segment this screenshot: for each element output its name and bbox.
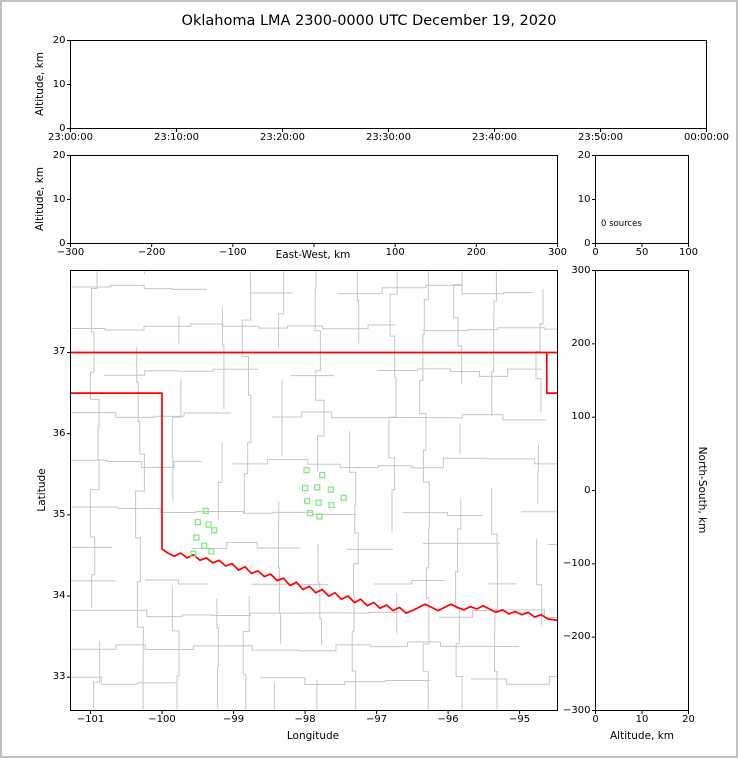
- tick-label: 23:50:00: [578, 132, 623, 143]
- tick-label: 20: [52, 149, 66, 161]
- tick-label: 0: [584, 484, 591, 496]
- tick-label: −100: [563, 557, 591, 569]
- tick-label: 0: [584, 237, 591, 249]
- source-marker: [201, 542, 208, 549]
- tick-label: 36: [52, 427, 66, 439]
- source-marker: [208, 548, 215, 555]
- source-marker: [340, 494, 347, 501]
- axis-label-north-south: North-South, km: [696, 446, 708, 534]
- tick-label: 100: [678, 247, 699, 258]
- tick-label: 10: [52, 78, 66, 90]
- axis-label-altitude-ns-panel: Altitude, km: [609, 730, 675, 742]
- tick-label: −101: [76, 714, 105, 725]
- source-marker: [304, 498, 311, 505]
- tick-label: 23:00:00: [48, 132, 93, 143]
- axis-label-latitude: Latitude: [36, 468, 48, 512]
- tick-label: 300: [571, 264, 591, 276]
- tick-label: 23:10:00: [154, 132, 199, 143]
- tick-label: 50: [635, 247, 649, 258]
- source-marker: [328, 502, 335, 509]
- tick-label: 100: [385, 247, 405, 258]
- source-marker: [202, 507, 209, 514]
- map-panel: [70, 270, 558, 711]
- tick-label: 10: [52, 193, 66, 205]
- tick-label: −200: [137, 247, 166, 258]
- tick-label: 37: [52, 346, 66, 358]
- tick-label: −97: [366, 714, 388, 725]
- tick-label: 35: [52, 508, 66, 520]
- source-marker: [303, 467, 310, 474]
- tick-label: 10: [577, 193, 591, 205]
- tick-label: −99: [222, 714, 245, 725]
- tick-label: 0: [59, 237, 66, 249]
- tick-label: −100: [148, 714, 176, 725]
- axis-label-east-west: East-West, km: [275, 249, 351, 261]
- tick-label: 23:40:00: [472, 132, 517, 143]
- tick-label: −200: [563, 631, 591, 643]
- tick-marks: [67, 40, 707, 714]
- source-marker: [327, 486, 334, 493]
- tick-label: −95: [509, 714, 531, 725]
- tick-label: −98: [294, 714, 316, 725]
- source-marker: [316, 513, 323, 520]
- axis-label-longitude: Longitude: [286, 730, 340, 742]
- state-borders: [70, 351, 558, 622]
- tick-label: 100: [571, 411, 591, 423]
- histogram-panel: [595, 155, 689, 244]
- axis-label-altitude-time-panel: Altitude, km: [34, 51, 46, 117]
- tick-label: 20: [682, 714, 695, 725]
- tick-label: 300: [547, 247, 568, 258]
- tick-label: 0: [592, 714, 599, 725]
- figure-title: Oklahoma LMA 2300-0000 UTC December 19, …: [181, 13, 557, 29]
- source-marker: [211, 527, 218, 534]
- tick-label: −300: [56, 247, 85, 258]
- tick-label: 200: [466, 247, 486, 258]
- tick-label: 20: [52, 34, 66, 46]
- source-marker: [194, 519, 201, 526]
- oklahoma-west-south-border: [70, 392, 558, 622]
- time-height-panel: [70, 40, 707, 129]
- tick-label: 0: [59, 122, 66, 134]
- tick-label: −100: [219, 247, 247, 258]
- tick-label: 23:30:00: [366, 132, 411, 143]
- source-marker: [302, 485, 309, 492]
- tick-label: 200: [571, 337, 591, 349]
- east-west-height-panel: [70, 155, 558, 244]
- tick-label: 00:00:00: [684, 132, 729, 143]
- tick-label: 0: [592, 247, 599, 258]
- missouri-arkansas-corner-border: [545, 352, 558, 394]
- north-south-height-panel: [595, 270, 689, 711]
- tick-label: 10: [635, 714, 649, 725]
- source-count-annotation: 0 sources: [601, 219, 642, 229]
- source-marker: [205, 521, 212, 528]
- source-marker: [193, 534, 200, 541]
- tick-label: −96: [437, 714, 459, 725]
- axis-label-altitude-ew-panel: Altitude, km: [34, 166, 46, 232]
- tick-label: 34: [52, 590, 66, 602]
- tick-label: 20: [577, 149, 591, 161]
- source-marker: [314, 484, 321, 491]
- county-boundaries: [70, 270, 558, 711]
- source-marker: [315, 499, 322, 506]
- tick-label: 23:20:00: [260, 132, 305, 143]
- source-marker: [190, 550, 197, 557]
- lightning-source-markers: [190, 467, 347, 557]
- tick-label: 33: [52, 671, 66, 683]
- tick-label: −300: [563, 704, 591, 716]
- source-marker: [319, 472, 326, 479]
- source-marker: [307, 510, 314, 517]
